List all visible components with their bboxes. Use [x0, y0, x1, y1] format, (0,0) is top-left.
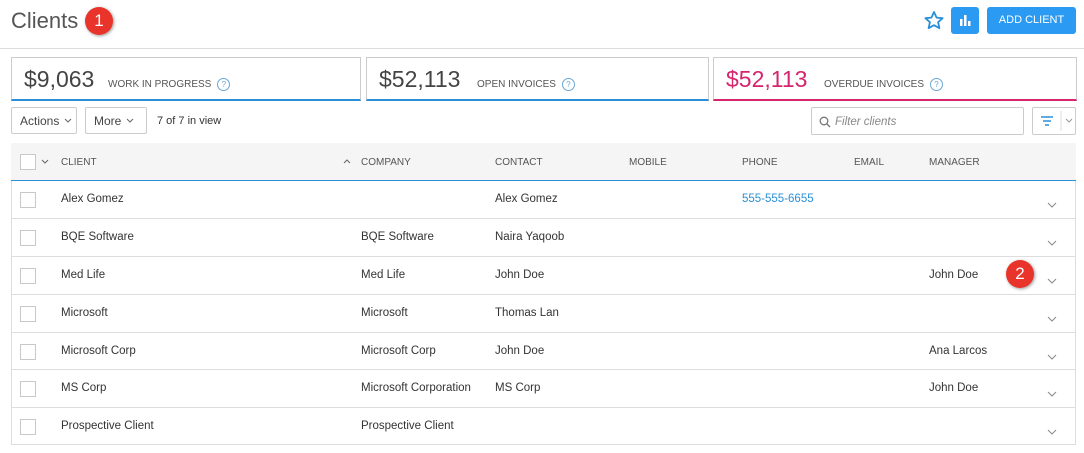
- row-divider: [11, 444, 1076, 445]
- add-client-button[interactable]: ADD CLIENT: [987, 7, 1076, 34]
- chart-button[interactable]: [951, 7, 979, 34]
- column-header: COMPANY: [361, 157, 411, 168]
- select-menu[interactable]: [40, 158, 50, 166]
- view-count: 7 of 7 in view: [157, 115, 222, 127]
- cell: Med Life: [61, 269, 106, 281]
- cell: Ana Larcos: [929, 344, 988, 357]
- cell: Prospective Client: [361, 419, 454, 432]
- cell: Alex Gomez: [495, 193, 558, 205]
- cell: Med Life: [361, 269, 406, 281]
- row-checkbox[interactable]: [20, 268, 36, 284]
- more-label: More: [94, 114, 122, 128]
- summary-card[interactable]: $52,113 OVERDUE INVOICES?: [713, 57, 1077, 101]
- row-divider: [11, 256, 1076, 257]
- row-checkbox[interactable]: [20, 343, 36, 360]
- column-header: EMAIL: [854, 157, 885, 168]
- row-checkbox[interactable]: [20, 418, 36, 435]
- sort-indicator[interactable]: [342, 157, 352, 165]
- cell: Microsoft Corp: [61, 344, 136, 357]
- column-header: CLIENT: [61, 157, 97, 168]
- cell: BQE Software: [61, 231, 134, 243]
- filter-button[interactable]: [1032, 107, 1076, 135]
- row-divider: [11, 218, 1076, 219]
- row-divider: [11, 294, 1076, 295]
- amount: $52,113: [379, 66, 461, 92]
- row-expand[interactable]: [1046, 423, 1058, 435]
- filter-input[interactable]: Filter clients: [811, 107, 1024, 135]
- cell: Microsoft: [361, 307, 408, 319]
- help-icon[interactable]: ?: [561, 78, 575, 91]
- cell: MS Corp: [495, 382, 541, 394]
- column-header: MOBILE: [629, 157, 667, 168]
- label: OPEN INVOICES?: [477, 78, 575, 91]
- cell: Alex Gomez: [61, 193, 124, 205]
- cell: Thomas Lan: [495, 307, 559, 319]
- help-icon[interactable]: ?: [930, 78, 944, 91]
- cell: Prospective Client: [61, 419, 154, 432]
- row-expand[interactable]: [1046, 234, 1058, 246]
- table-header: [11, 143, 1076, 181]
- favorite-star[interactable]: [923, 10, 945, 32]
- page-title: Clients: [11, 8, 79, 33]
- cell: Naira Yaqoob: [495, 231, 565, 243]
- amount: $9,063: [24, 66, 95, 92]
- row-expand[interactable]: [1046, 385, 1058, 397]
- label: OVERDUE INVOICES?: [824, 78, 944, 91]
- cell: BQE Software: [361, 231, 434, 243]
- cell: John Doe: [929, 382, 979, 394]
- row-checkbox[interactable]: [20, 192, 36, 208]
- row-expand[interactable]: [1046, 272, 1058, 284]
- cell[interactable]: 555-555-6655: [742, 193, 814, 205]
- row-checkbox[interactable]: [20, 381, 36, 397]
- actions-dropdown[interactable]: Actions: [11, 107, 77, 134]
- select-all-checkbox[interactable]: [20, 154, 36, 170]
- column-header: PHONE: [742, 157, 778, 168]
- cell: John Doe: [495, 344, 545, 357]
- summary-card[interactable]: $9,063 WORK IN PROGRESS?: [11, 57, 361, 101]
- cell: Microsoft Corporation: [361, 382, 471, 394]
- column-header: CONTACT: [495, 157, 543, 168]
- label-text: WORK IN PROGRESS: [108, 79, 212, 91]
- cell: Microsoft Corp: [361, 344, 436, 357]
- more-dropdown[interactable]: More: [85, 107, 147, 134]
- cell: John Doe: [495, 269, 545, 281]
- label-text: OPEN INVOICES: [477, 79, 556, 91]
- actions-label: Actions: [20, 114, 60, 128]
- column-header: MANAGER: [929, 157, 980, 168]
- cell: Microsoft: [61, 307, 108, 319]
- row-checkbox[interactable]: [20, 230, 36, 246]
- divider: [0, 48, 1084, 49]
- row-divider: [11, 332, 1076, 333]
- label: WORK IN PROGRESS?: [108, 78, 231, 91]
- label-text: OVERDUE INVOICES: [824, 79, 925, 91]
- cell: John Doe: [929, 269, 979, 281]
- row-expand[interactable]: [1046, 310, 1058, 322]
- row-checkbox[interactable]: [20, 306, 36, 322]
- row-divider: [11, 407, 1076, 408]
- step-badge: 2: [1006, 260, 1034, 288]
- summary-card[interactable]: $52,113 OPEN INVOICES?: [366, 57, 709, 101]
- filter-placeholder: Filter clients: [835, 116, 897, 128]
- cell: MS Corp: [61, 382, 107, 394]
- row-expand[interactable]: [1046, 348, 1058, 360]
- amount: $52,113: [726, 66, 808, 92]
- row-expand[interactable]: [1046, 196, 1058, 208]
- help-icon[interactable]: ?: [217, 78, 231, 91]
- step-badge: 1: [85, 7, 113, 35]
- row-divider: [11, 369, 1076, 370]
